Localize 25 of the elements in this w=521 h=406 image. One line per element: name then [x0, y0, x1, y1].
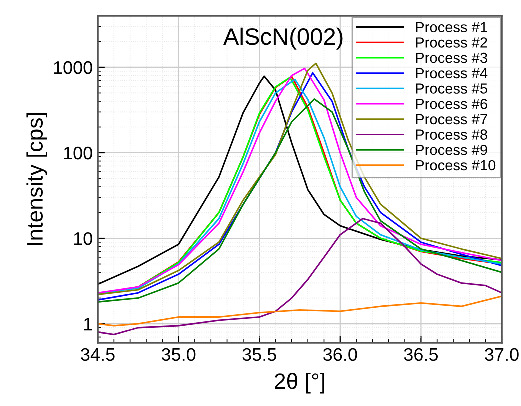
y-tick-label: 1 — [84, 318, 92, 331]
legend-label: Process #3 — [416, 52, 488, 64]
legend-label: Process #6 — [416, 98, 488, 110]
x-tick-label: 34.5 — [81, 348, 115, 362]
legend-label: Process #10 — [416, 160, 496, 171]
legend-label: Process #1 — [416, 22, 488, 33]
x-tick-label: 36.5 — [404, 348, 438, 362]
legend-label: Process #4 — [416, 68, 488, 79]
legend-label: Process #8 — [416, 130, 488, 140]
y-tick-label: 100 — [64, 146, 92, 160]
chart-title: AlScN(002) — [224, 28, 343, 50]
legend-label: Process #7 — [416, 114, 488, 125]
x-tick-label: 35.0 — [162, 348, 196, 362]
legend-label: Process #2 — [416, 38, 488, 48]
x-tick-label: 36.0 — [324, 348, 358, 362]
x-tick-label: 37.0 — [485, 348, 519, 362]
line-series — [98, 218, 502, 336]
x-axis-title: 2θ [°] — [275, 373, 324, 394]
legend-label: Process #9 — [416, 144, 488, 156]
y-tick-label: 1000 — [54, 61, 92, 74]
legend-label: Process #5 — [416, 84, 488, 94]
y-tick-label: 10 — [74, 232, 92, 246]
line-series — [98, 296, 502, 327]
x-tick-label: 35.5 — [242, 348, 276, 362]
y-axis-title: Intensity [cps] — [26, 113, 48, 246]
